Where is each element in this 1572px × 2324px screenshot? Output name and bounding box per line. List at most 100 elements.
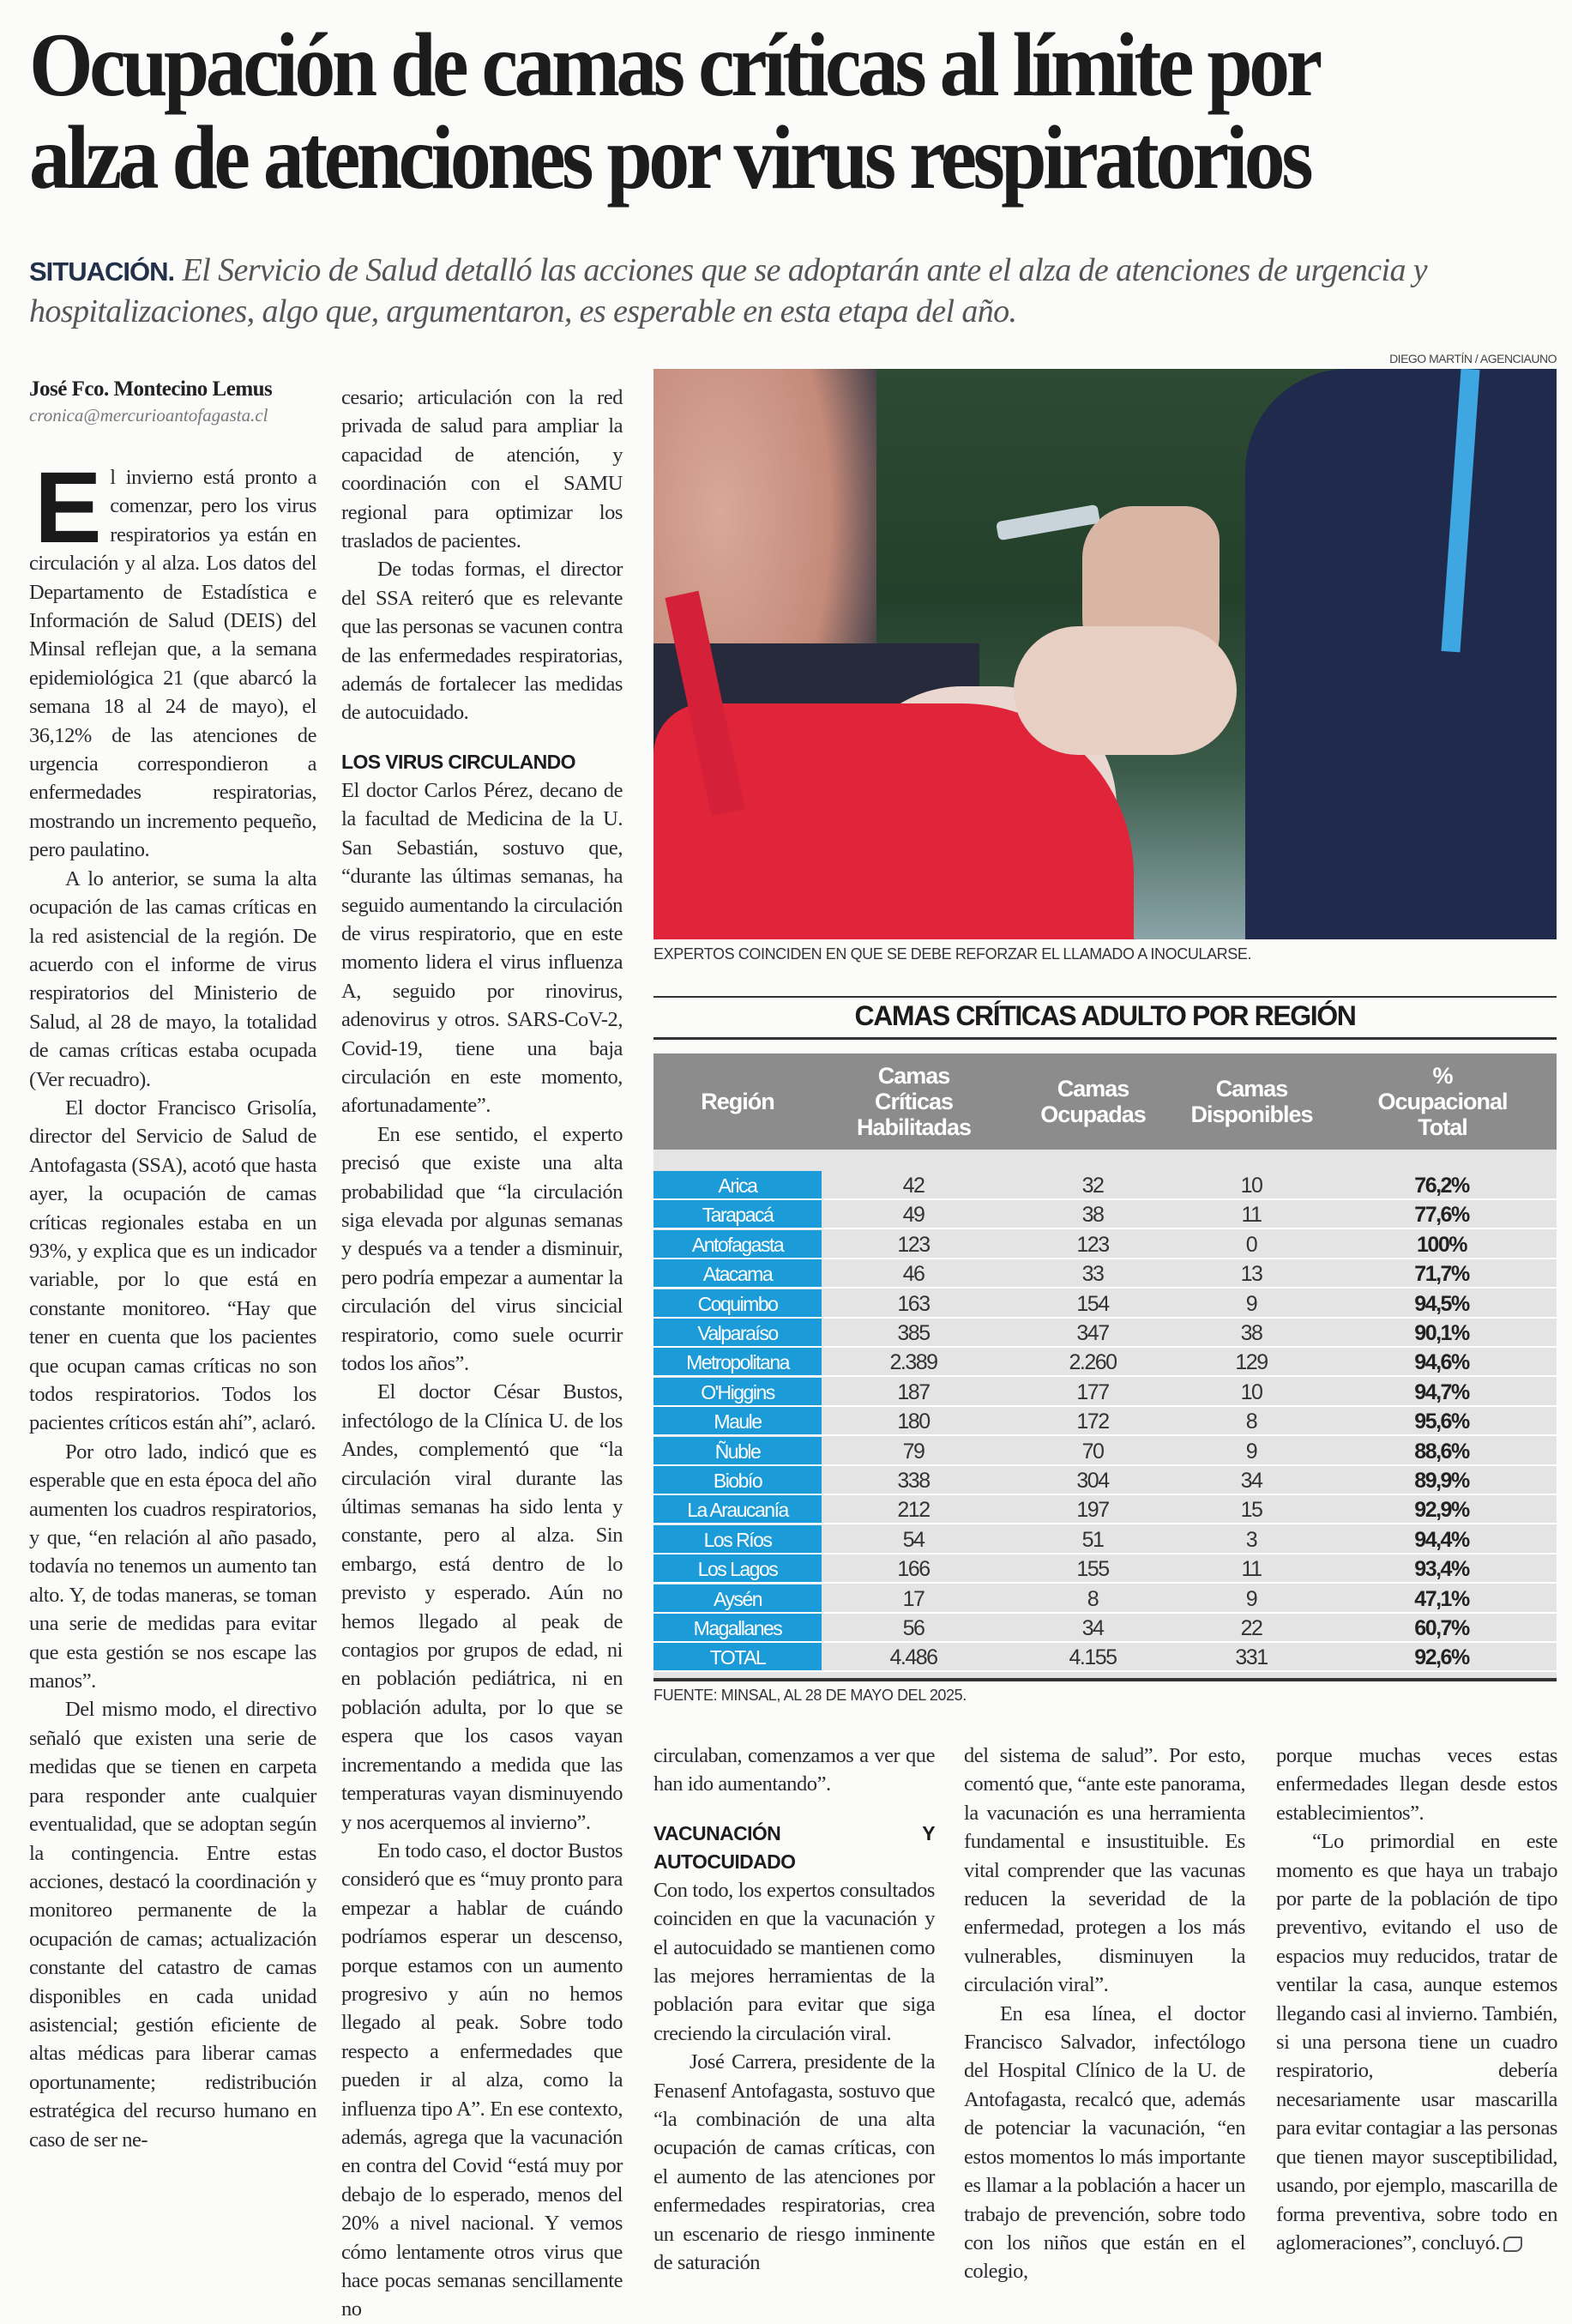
article-column-4: del sistema de salud”. Por esto, comentó… — [964, 1741, 1245, 2286]
paragraph: cesario; articulación con la red privada… — [341, 383, 623, 555]
cell-habilitadas: 187 — [897, 1379, 931, 1404]
cell-ocupadas: 154 — [1076, 1291, 1110, 1316]
cell-disponibles: 13 — [1240, 1262, 1263, 1287]
cell-ocupacional: 94,6% — [1414, 1350, 1470, 1375]
table-body: Arica 42 32 10 76,2% Tarapacá 49 38 11 77,6% Antof… — [653, 1150, 1557, 1680]
cell-region: Atacama — [653, 1259, 822, 1288]
cell-region: TOTAL — [653, 1643, 822, 1671]
cell-ocupadas: 177 — [1076, 1379, 1110, 1404]
cell-disponibles: 0 — [1245, 1232, 1258, 1257]
cell-habilitadas: 56 — [902, 1616, 925, 1640]
paragraph: En todo caso, el doctor Bustos consideró… — [341, 1837, 623, 2324]
paragraph: En esa línea, el doctor Francisco Salvad… — [964, 2000, 1245, 2286]
table-row: La Araucanía 212 197 15 92,9% — [653, 1495, 1557, 1525]
cell-ocupacional: 94,5% — [1414, 1291, 1470, 1316]
table-row: Valparaíso 385 347 38 90,1% — [653, 1319, 1557, 1348]
paragraph: El doctor Francisco Grisolía, director d… — [29, 1094, 316, 1438]
byline: José Fco. Montecino Lemus cronica@mercur… — [29, 377, 321, 426]
paragraph: Por otro lado, indicó que es esperable q… — [29, 1438, 316, 1696]
header-disponibles: Camas Disponibles — [1190, 1076, 1314, 1127]
cell-ocupadas: 33 — [1081, 1262, 1105, 1287]
cell-ocupacional: 71,7% — [1414, 1262, 1470, 1287]
cell-ocupadas: 347 — [1076, 1321, 1110, 1345]
cell-habilitadas: 46 — [902, 1262, 925, 1287]
cell-ocupadas: 38 — [1081, 1203, 1105, 1228]
paragraph: El doctor César Bustos, infectólogo de l… — [341, 1378, 623, 1837]
cell-disponibles: 10 — [1240, 1379, 1263, 1404]
cell-ocupadas: 197 — [1076, 1498, 1110, 1523]
end-of-article-icon — [1503, 2236, 1523, 2253]
cell-ocupacional: 92,6% — [1414, 1645, 1470, 1670]
headline-line-1: Ocupación de camas críticas al límite po… — [29, 15, 1322, 115]
cell-habilitadas: 338 — [897, 1469, 931, 1493]
paragraph-text: José Carrera, presidente de la Fenasenf … — [653, 2050, 935, 2275]
paragraph: De todas formas, el director del SSA rei… — [341, 555, 623, 727]
cell-habilitadas: 42 — [902, 1174, 925, 1198]
header-habilitadas: Camas Críticas Habilitadas — [856, 1063, 972, 1140]
cell-habilitadas: 17 — [902, 1586, 925, 1611]
cell-region: Tarapacá — [653, 1200, 822, 1228]
section-heading: VACUNACIÓN Y AUTOCUIDADO — [653, 1820, 936, 1876]
cell-ocupacional: 60,7% — [1414, 1616, 1470, 1640]
table-row: Tarapacá 49 38 11 77,6% — [653, 1200, 1557, 1230]
drop-cap: E — [34, 451, 102, 564]
cell-ocupacional: 90,1% — [1414, 1321, 1470, 1345]
cell-habilitadas: 54 — [902, 1527, 925, 1552]
divider — [653, 1037, 1557, 1040]
cell-region: Aysén — [653, 1584, 822, 1612]
cell-ocupacional: 92,9% — [1414, 1498, 1470, 1523]
paragraph-text: Del mismo modo, el directivo señaló que … — [29, 1698, 316, 2152]
cell-region: O'Higgins — [653, 1377, 822, 1405]
table-row: TOTAL 4.486 4.155 331 92,6% — [653, 1643, 1557, 1673]
cell-disponibles: 9 — [1245, 1586, 1258, 1611]
author-name: José Fco. Montecino Lemus — [29, 377, 273, 401]
cell-ocupacional: 100% — [1417, 1232, 1467, 1257]
section-heading-text: LOS VIRUS CIRCULANDO — [341, 750, 576, 773]
table-row: O'Higgins 187 177 10 94,7% — [653, 1377, 1557, 1407]
paragraph-text: En ese sentido, el experto precisó que e… — [341, 1122, 623, 1375]
cell-habilitadas: 49 — [902, 1203, 925, 1228]
cell-habilitadas: 385 — [897, 1321, 931, 1345]
paragraph: En ese sentido, el experto precisó que e… — [341, 1120, 623, 1379]
paragraph-text: “Lo primordial en este momento es que ha… — [1276, 1830, 1557, 2255]
headline-line-2: alza de atenciones por virus respiratori… — [29, 107, 1314, 208]
paragraph-text: Con todo, los expertos consultados coinc… — [653, 1878, 935, 2045]
paragraph-text: Por otro lado, indicó que es esperable q… — [29, 1440, 316, 1693]
table-row: Atacama 46 33 13 71,7% — [653, 1259, 1557, 1289]
divider — [653, 1678, 1557, 1681]
cell-region: Ñuble — [653, 1436, 822, 1464]
paragraph-text: circulaban, comenzamos a ver que han ido… — [653, 1744, 935, 1796]
cell-ocupacional: 76,2% — [1414, 1174, 1470, 1198]
cell-disponibles: 9 — [1245, 1439, 1258, 1464]
cell-region: La Araucanía — [653, 1495, 822, 1524]
article-column-1: E l invierno está pronto a comenzar, per… — [29, 451, 316, 2154]
headline: Ocupación de camas críticas al límite po… — [29, 19, 1564, 204]
cell-ocupadas: 123 — [1076, 1232, 1110, 1257]
cell-disponibles: 3 — [1245, 1527, 1258, 1552]
section-heading-text: VACUNACIÓN Y AUTOCUIDADO — [653, 1821, 936, 1873]
cell-ocupadas: 51 — [1081, 1527, 1105, 1552]
table-row: Antofagasta 123 123 0 100% — [653, 1229, 1557, 1259]
deck: SITUACIÓN. El Servicio de Salud detalló … — [29, 251, 1556, 332]
cell-region: Maule — [653, 1407, 822, 1435]
table-row: Biobío 338 304 34 89,9% — [653, 1466, 1557, 1495]
cell-ocupacional: 95,6% — [1414, 1409, 1470, 1434]
cell-habilitadas: 79 — [902, 1439, 925, 1464]
divider — [653, 996, 1557, 998]
cell-region: Valparaíso — [653, 1319, 822, 1346]
paragraph: del sistema de salud”. Por esto, comentó… — [964, 1741, 1245, 2000]
table-row: Los Lagos 166 155 11 93,4% — [653, 1554, 1557, 1585]
paragraph-text: En esa línea, el doctor Francisco Salvad… — [964, 2001, 1245, 2284]
paragraph: l invierno está pronto a comenzar, pero … — [29, 463, 316, 865]
paragraph-text: porque muchas veces estas enfermedades l… — [1276, 1744, 1557, 1825]
author-email[interactable]: cronica@mercurioantofagasta.cl — [29, 405, 268, 426]
cell-ocupacional: 94,4% — [1414, 1527, 1470, 1552]
paragraph: circulaban, comenzamos a ver que han ido… — [653, 1741, 935, 1799]
table-title: CAMAS CRÍTICAS ADULTO POR REGIÓN — [854, 1000, 1357, 1031]
cell-ocupacional: 94,7% — [1414, 1379, 1470, 1404]
cell-ocupadas: 32 — [1081, 1174, 1105, 1198]
cell-ocupadas: 172 — [1076, 1409, 1110, 1434]
cell-disponibles: 34 — [1240, 1469, 1263, 1493]
header-ocupadas: Camas Ocupadas — [1040, 1076, 1147, 1127]
table-header: Región Camas Críticas Habilitadas Camas … — [653, 1053, 1557, 1150]
